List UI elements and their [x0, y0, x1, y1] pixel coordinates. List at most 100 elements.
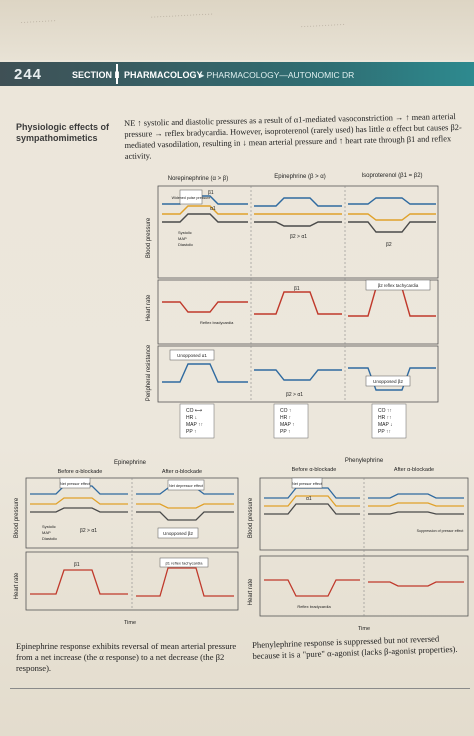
phe-alpha1-label: α1: [306, 496, 312, 502]
top-figure: Norepinephrine (α > β) Epinephrine (β > …: [140, 170, 440, 442]
summary-epi: CO ↑ HR ↑ MAP ↑ PP ↑: [273, 403, 309, 439]
figure-label: PP ↑: [280, 429, 290, 435]
figure-shape: [371, 403, 407, 439]
ne-beta1-label: β1: [208, 190, 214, 196]
iso-diastolic-curve: [348, 221, 436, 233]
phenylephrine-blockade-figure: Phenylephrine Before α-blockade After α-…: [244, 456, 472, 636]
epi-b2-gt-a1-label: β2 > α1: [290, 234, 307, 240]
ne-pr-curve: [162, 363, 248, 383]
epi-systolic-curve: [254, 197, 342, 207]
systolic-label: Systolic: [178, 230, 192, 235]
pr-panel: [157, 345, 439, 403]
phe-reflex-brady-label: Reflex bradycardia: [297, 604, 331, 609]
figure-label: HR ↑↑: [378, 415, 392, 421]
figure-shape: [368, 581, 464, 587]
figure-shape: [264, 495, 360, 507]
figure-label: MAP ↓: [378, 422, 393, 428]
figure-shape: [159, 557, 209, 568]
col-header-epinephrine: Epinephrine (β > α): [274, 174, 325, 180]
row-label-pr: Peripheral resistance: [146, 344, 152, 401]
epi-subtitle-after: After α-blockade: [162, 469, 202, 475]
bp-panel: [157, 185, 439, 279]
epi-subtitle-before: Before α-blockade: [58, 469, 103, 475]
phe-fig-title: Phenylephrine: [345, 458, 384, 464]
epi-fig-title: Epinephrine: [114, 460, 147, 466]
figure-shape: [365, 279, 431, 291]
unopposed-a1-label: Unopposed α1: [177, 353, 207, 358]
net-pressor-label: Net pressor effect: [60, 482, 91, 486]
figure-shape: [30, 497, 128, 505]
iso-systolic-curve: [348, 197, 436, 205]
figure-label: CO ↑↑: [378, 408, 392, 414]
widened-pulse-label: Widened pulse pressure: [172, 196, 211, 200]
figure-label: HR ↑: [280, 415, 291, 421]
ne-diastolic-curve: [162, 213, 248, 223]
figure-label: β1: [74, 562, 80, 568]
caption-phenylephrine: Phenylephrine response is suppressed but…: [252, 633, 458, 661]
figure-shape: [179, 403, 215, 439]
epi-b2-gt-a1-label: β2 > α1: [80, 528, 97, 534]
epi-pr-curve: [254, 369, 342, 381]
summary-ne: CO ⟷ HR ↓ MAP ↑↑ PP ↑: [179, 403, 215, 439]
col-header-isoproterenol: Isoproterenol (β1 = β2): [361, 173, 422, 179]
header-band: [0, 62, 474, 86]
iso-hr-curve: [348, 287, 436, 317]
topic-title: Physiologic effects of sympathomimetics: [16, 122, 110, 143]
figure-shape: [368, 511, 464, 515]
figure-label: CO ↑: [280, 408, 291, 414]
breadcrumb: ▸ PHARMACOLOGY—AUTONOMIC DR: [200, 70, 355, 80]
figure-label: PP ↑↑: [378, 429, 391, 435]
epi-row-label-bp: Blood pressure: [14, 497, 20, 538]
figure-shape: [169, 349, 215, 361]
phe-time-label: Time: [358, 626, 370, 632]
header-separator: [116, 64, 118, 84]
figure-shape: [368, 493, 464, 499]
hr-panel: [157, 279, 439, 345]
figure-shape: [30, 507, 128, 513]
net-depressor-label: Net depressor effect: [169, 484, 204, 488]
figure-shape: [30, 569, 128, 595]
figure-shape: [136, 511, 234, 521]
figure-shape: [136, 567, 234, 597]
phe-subtitle-before: Before α-blockade: [292, 467, 337, 473]
epi-diastolic-curve: [254, 221, 342, 227]
epi-hr-curve: [254, 291, 342, 315]
epi-hr-beta1-label: β1: [294, 286, 300, 292]
ne-map-curve: [162, 205, 248, 215]
epi-time-label: Time: [124, 620, 136, 626]
phe-row-label-hr: Heart rate: [248, 578, 254, 605]
figure-shape: [264, 503, 360, 515]
pr-b2-gt-a1-label: β2 > α1: [286, 392, 303, 398]
summary-iso: CO ↑↑ HR ↑↑ MAP ↓ PP ↑↑: [371, 403, 407, 439]
b2-reflex-tachy-label: β2 reflex tachycardia: [378, 283, 419, 288]
bleed-through-area: ………… ………………… ……………: [0, 0, 474, 60]
reflex-brady-label: Reflex bradycardia: [200, 320, 234, 325]
section-label: SECTION II: [72, 70, 120, 80]
iso-map-curve: [348, 213, 436, 221]
iso-b2-label: β2: [386, 242, 392, 248]
phe-subtitle-after: After α-blockade: [394, 467, 434, 473]
figure-label: MAP: [42, 530, 51, 535]
figure-label: CO ⟷: [186, 408, 202, 414]
map-label: MAP: [178, 236, 187, 241]
figure-label: HR ↓: [186, 415, 197, 421]
diastolic-label: Diastolic: [178, 242, 193, 247]
ne-alpha1-label: α1: [210, 206, 216, 212]
col-header-norepinephrine: Norepinephrine (α > β): [168, 176, 228, 182]
figure-label: Diastolic: [42, 536, 57, 541]
figure-shape: [291, 477, 323, 489]
epinephrine-blockade-figure: Epinephrine Before α-blockade After α-bl…: [10, 458, 240, 638]
unopposed-b2-label: Unopposed β2: [373, 379, 403, 384]
bottom-rule: [10, 688, 470, 689]
page-number: 244: [14, 66, 43, 83]
row-label-hr: Heart rate: [146, 294, 152, 321]
figure-label: MAP ↑: [280, 422, 295, 428]
caption-epinephrine: Epinephrine response exhibits reversal o…: [16, 641, 237, 673]
figure-shape: [365, 375, 411, 387]
figure-label: Systolic: [42, 524, 56, 529]
phe-row-label-bp: Blood pressure: [248, 497, 254, 538]
figure-shape: [167, 479, 205, 491]
figure-label: MAP ↑↑: [186, 422, 203, 428]
figure-shape: [136, 503, 234, 509]
